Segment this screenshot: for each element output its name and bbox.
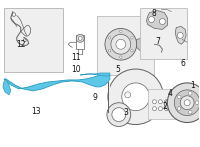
Circle shape [177,95,181,99]
Text: 13: 13 [31,107,40,116]
Circle shape [164,100,174,110]
Circle shape [152,100,156,104]
Polygon shape [137,37,152,51]
Text: 2: 2 [162,102,167,111]
Circle shape [111,34,131,54]
Polygon shape [4,74,110,91]
Circle shape [164,107,168,111]
Circle shape [158,107,162,111]
Circle shape [23,39,26,42]
Circle shape [145,46,150,51]
Polygon shape [3,79,11,95]
Circle shape [149,17,154,22]
Circle shape [180,96,194,110]
Circle shape [108,69,163,125]
Circle shape [105,28,137,60]
Text: 4: 4 [168,89,173,98]
Text: 1: 1 [190,81,194,90]
Bar [76,35,84,49]
Circle shape [120,30,122,33]
Circle shape [160,48,164,52]
Circle shape [116,39,126,49]
Polygon shape [147,11,167,29]
FancyBboxPatch shape [97,16,154,75]
Polygon shape [80,73,110,76]
Text: 12: 12 [16,40,26,49]
Circle shape [167,83,200,123]
Circle shape [125,92,131,98]
Circle shape [78,36,82,40]
Text: 7: 7 [155,37,160,46]
Bar [108,82,110,112]
Circle shape [145,38,150,43]
Circle shape [184,100,190,106]
Circle shape [112,108,126,122]
Text: 9: 9 [93,93,97,102]
Circle shape [188,92,192,95]
Text: 6: 6 [181,59,186,68]
FancyBboxPatch shape [148,89,179,119]
Circle shape [159,19,165,24]
Circle shape [164,100,168,104]
Circle shape [195,101,199,105]
Text: 8: 8 [151,9,156,18]
Text: 5: 5 [115,65,120,74]
Circle shape [120,56,122,58]
Circle shape [152,107,156,111]
FancyBboxPatch shape [4,8,63,72]
Circle shape [108,50,111,52]
Circle shape [174,90,200,116]
Polygon shape [175,26,186,44]
Circle shape [76,34,84,42]
Text: 3: 3 [123,108,128,117]
Circle shape [131,50,133,52]
Circle shape [158,100,162,104]
Circle shape [12,13,16,16]
Circle shape [108,37,111,39]
Circle shape [188,110,192,114]
Text: 11: 11 [71,53,81,62]
Circle shape [107,103,131,127]
Text: 10: 10 [71,65,81,74]
Circle shape [177,32,183,38]
Circle shape [122,83,150,111]
Circle shape [177,107,181,110]
FancyBboxPatch shape [140,8,187,59]
Circle shape [131,37,133,39]
